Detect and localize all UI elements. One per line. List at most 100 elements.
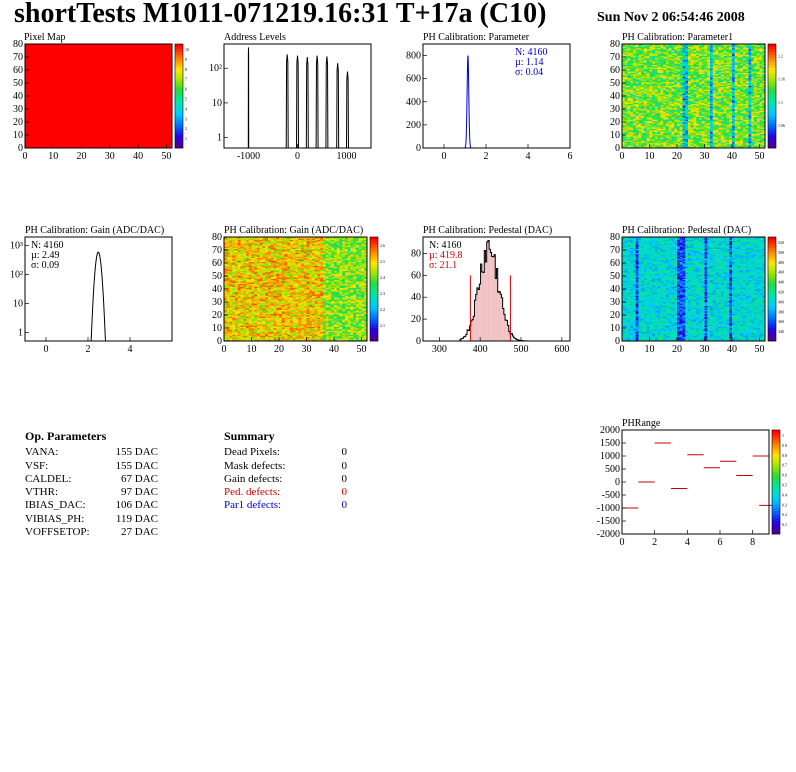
heatmap-cell <box>638 79 642 81</box>
heatmap-cell <box>655 58 659 60</box>
heatmap-cell <box>671 123 675 125</box>
heatmap-cell <box>671 114 675 116</box>
heatmap-cell <box>655 114 659 116</box>
heatmap-cell <box>677 99 681 102</box>
heatmap-cell <box>624 60 628 63</box>
heatmap-cell <box>685 73 689 76</box>
heatmap-cell <box>622 137 626 140</box>
heatmap-cell <box>666 90 670 93</box>
heatmap-cell <box>685 44 689 46</box>
heatmap-cell <box>649 96 653 98</box>
heatmap-cell <box>646 133 650 136</box>
heatmap-cell <box>646 86 650 89</box>
heatmap-cell <box>685 84 689 86</box>
heatmap-cell <box>668 101 672 103</box>
heatmap-cell <box>668 132 672 134</box>
heatmap-cell <box>644 92 648 94</box>
colorbar-tick-label: 1.2 <box>778 54 783 59</box>
heatmap-cell <box>693 132 697 134</box>
heatmap-cell <box>666 89 670 92</box>
heatmap-cell <box>635 99 639 102</box>
heatmap-cell <box>663 72 667 75</box>
heatmap-cell <box>644 90 648 93</box>
heatmap-cell <box>652 114 656 116</box>
heatmap-cell <box>666 118 670 120</box>
heatmap-cell <box>644 111 648 114</box>
heatmap-cell <box>641 44 645 46</box>
heatmap-cell <box>655 85 659 88</box>
heatmap-cell <box>644 122 648 124</box>
heatmap-cell <box>633 106 637 108</box>
colorbar-segment <box>175 101 183 105</box>
heatmap-cell <box>655 103 659 106</box>
series-line <box>88 251 108 342</box>
heatmap-cell <box>690 67 694 69</box>
heatmap-cell <box>630 114 634 116</box>
heatmap-cell <box>677 72 681 75</box>
heatmap-cell <box>685 144 689 146</box>
heatmap-cell <box>633 51 637 54</box>
heatmap-cell <box>655 57 659 59</box>
heatmap-cell <box>655 62 659 64</box>
heatmap-cell <box>635 50 639 53</box>
heatmap-cell <box>685 142 689 145</box>
heatmap-cell <box>666 96 670 98</box>
x-tick-label: 10 <box>48 151 58 162</box>
heatmap-cell <box>655 123 659 125</box>
heatmap-cell <box>679 92 683 94</box>
heatmap-cell <box>685 93 689 95</box>
heatmap-cell <box>685 96 689 98</box>
heatmap-cell <box>668 131 672 133</box>
heatmap-cell <box>660 107 664 110</box>
heatmap-cell <box>660 73 664 76</box>
heatmap-cell <box>677 136 681 138</box>
heatmap-cell <box>663 133 667 136</box>
heatmap-cell <box>633 57 637 59</box>
heatmap-cell <box>644 114 648 116</box>
heatmap-cell <box>674 83 678 85</box>
heatmap-cell <box>666 59 670 62</box>
heatmap-cell <box>693 46 697 49</box>
heatmap-cell <box>630 96 634 98</box>
heatmap-cell <box>688 109 692 111</box>
heatmap-cell <box>660 63 664 66</box>
heatmap-cell <box>677 111 681 114</box>
heatmap-cell <box>652 66 656 68</box>
heatmap-cell <box>693 135 697 137</box>
heatmap-cell <box>646 138 650 141</box>
heatmap-cell <box>638 45 642 47</box>
heatmap-cell <box>674 77 678 80</box>
heatmap-cell <box>688 62 692 64</box>
heatmap-cell <box>630 138 634 141</box>
heatmap-cell <box>663 102 667 105</box>
heatmap-cell <box>624 125 628 128</box>
heatmap-cell <box>693 120 697 123</box>
heatmap-cell <box>685 50 689 53</box>
heatmap-cell <box>644 57 648 59</box>
heatmap-cell <box>688 125 692 128</box>
heatmap-cell <box>638 112 642 115</box>
heatmap-cell <box>627 120 631 123</box>
heatmap-cell <box>638 110 642 112</box>
heatmap-cell <box>655 80 659 82</box>
colorbar-segment <box>768 116 776 120</box>
heatmap-cell <box>655 83 659 85</box>
heatmap-cell <box>652 77 656 80</box>
heatmap-cell <box>671 98 675 101</box>
heatmap-cell <box>685 70 689 72</box>
heatmap-cell <box>655 124 659 127</box>
colorbar-tick-label: 1 <box>185 136 187 141</box>
heatmap-cell <box>685 68 689 71</box>
heatmap-cell <box>679 99 683 102</box>
heatmap-cell <box>668 55 672 58</box>
x-tick-label: 50 <box>755 151 765 162</box>
heatmap-cell <box>690 115 694 118</box>
heatmap-cell <box>657 68 661 71</box>
heatmap-cell <box>652 94 656 97</box>
heatmap-cell <box>641 118 645 120</box>
heatmap-cell <box>652 93 656 95</box>
heatmap-cell <box>622 110 626 112</box>
heatmap-cell <box>668 76 672 79</box>
heatmap-cell <box>668 123 672 125</box>
heatmap-cell <box>649 99 653 102</box>
